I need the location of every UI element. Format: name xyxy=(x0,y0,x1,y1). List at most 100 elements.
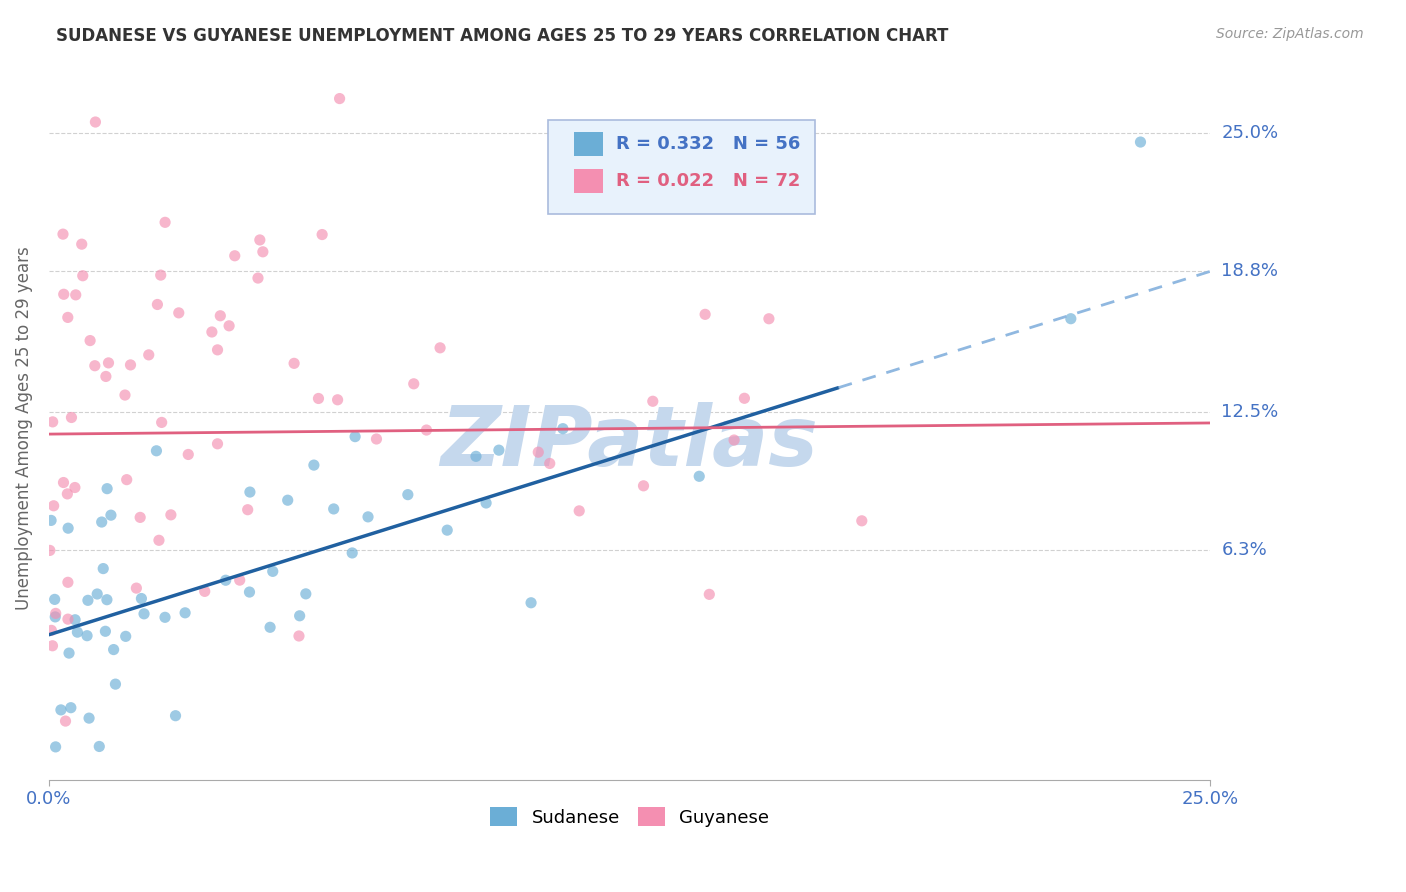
Point xyxy=(38,543,60,558)
Point xyxy=(288,608,311,623)
Point xyxy=(77,711,100,725)
Point xyxy=(79,334,101,348)
Point xyxy=(224,249,246,263)
Point xyxy=(52,475,75,490)
Point xyxy=(194,584,217,599)
Point xyxy=(527,445,550,459)
Point xyxy=(76,629,98,643)
Point xyxy=(94,369,117,384)
Point xyxy=(851,514,873,528)
Point xyxy=(288,629,311,643)
Point xyxy=(177,447,200,461)
Point xyxy=(131,591,153,606)
Point xyxy=(89,739,111,754)
Point xyxy=(357,509,380,524)
FancyBboxPatch shape xyxy=(548,120,815,214)
Point xyxy=(97,356,120,370)
Point xyxy=(114,629,136,643)
Point xyxy=(209,309,232,323)
Text: R = 0.022   N = 72: R = 0.022 N = 72 xyxy=(616,172,800,190)
Point xyxy=(56,310,79,325)
Point xyxy=(207,343,229,357)
Point xyxy=(246,271,269,285)
Point xyxy=(252,244,274,259)
Point xyxy=(366,432,388,446)
Point xyxy=(56,575,79,590)
Point xyxy=(239,485,262,500)
Point xyxy=(228,573,250,587)
Point xyxy=(150,416,173,430)
Point xyxy=(207,437,229,451)
Text: SUDANESE VS GUYANESE UNEMPLOYMENT AMONG AGES 25 TO 29 YEARS CORRELATION CHART: SUDANESE VS GUYANESE UNEMPLOYMENT AMONG … xyxy=(56,27,949,45)
Point xyxy=(138,348,160,362)
Point xyxy=(723,433,745,447)
Point xyxy=(44,610,66,624)
Point xyxy=(52,227,75,241)
Point xyxy=(641,394,664,409)
Point xyxy=(259,620,281,634)
Point xyxy=(695,307,717,321)
Point xyxy=(100,508,122,523)
Point xyxy=(165,708,187,723)
Point xyxy=(326,392,349,407)
Point xyxy=(146,297,169,311)
Point xyxy=(65,288,87,302)
Point xyxy=(340,546,363,560)
Point xyxy=(86,587,108,601)
Point xyxy=(201,325,224,339)
Text: 25.0%: 25.0% xyxy=(1222,124,1278,142)
Point xyxy=(84,115,107,129)
Point xyxy=(45,607,67,621)
Point xyxy=(283,356,305,370)
Point xyxy=(63,613,86,627)
FancyBboxPatch shape xyxy=(574,131,603,156)
Point xyxy=(90,515,112,529)
Point xyxy=(42,499,65,513)
Point xyxy=(758,311,780,326)
Point xyxy=(167,306,190,320)
Point xyxy=(72,268,94,283)
Point xyxy=(153,215,176,229)
Point xyxy=(148,533,170,548)
Point xyxy=(396,488,419,502)
Point xyxy=(488,443,510,458)
Point xyxy=(295,587,318,601)
Text: 12.5%: 12.5% xyxy=(1222,403,1278,421)
Point xyxy=(52,287,75,301)
Point xyxy=(344,430,367,444)
Point xyxy=(56,612,79,626)
Point xyxy=(475,496,498,510)
Point xyxy=(153,610,176,624)
Point xyxy=(114,388,136,402)
Point xyxy=(104,677,127,691)
Point xyxy=(465,450,488,464)
Point xyxy=(697,587,720,601)
Point xyxy=(129,510,152,524)
Point xyxy=(249,233,271,247)
Point xyxy=(70,237,93,252)
Point xyxy=(45,739,67,754)
Point xyxy=(44,592,66,607)
Point xyxy=(277,493,299,508)
Point xyxy=(145,443,167,458)
Point xyxy=(94,624,117,639)
Point xyxy=(149,268,172,282)
Point xyxy=(551,422,574,436)
Point xyxy=(49,703,72,717)
Text: 18.8%: 18.8% xyxy=(1222,262,1278,280)
FancyBboxPatch shape xyxy=(574,169,603,194)
Point xyxy=(96,592,118,607)
Point xyxy=(671,137,693,152)
Legend: Sudanese, Guyanese: Sudanese, Guyanese xyxy=(482,800,776,834)
Text: ZIPatlas: ZIPatlas xyxy=(440,402,818,483)
Point xyxy=(429,341,451,355)
Point xyxy=(733,392,755,406)
Point xyxy=(125,581,148,595)
Point xyxy=(103,642,125,657)
Point xyxy=(436,523,458,537)
Point xyxy=(60,410,83,425)
Point xyxy=(1129,135,1152,149)
Point xyxy=(568,504,591,518)
Point xyxy=(120,358,142,372)
Point xyxy=(218,318,240,333)
